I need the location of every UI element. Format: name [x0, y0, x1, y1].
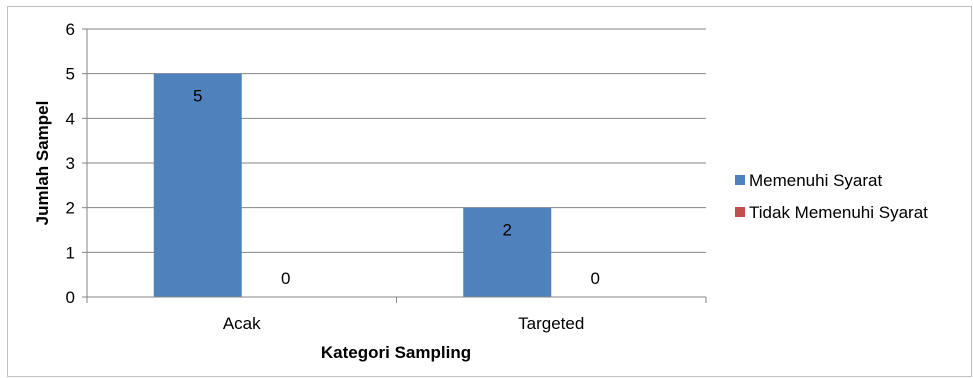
- y-tick-label: 6: [66, 20, 75, 39]
- y-tick-label: 3: [66, 154, 75, 173]
- y-tick-label: 0: [66, 288, 75, 307]
- y-tick-label: 2: [66, 199, 75, 218]
- x-tick-labels: Acak Targeted: [223, 314, 584, 333]
- y-axis-label: Jumlah Sampel: [33, 101, 52, 226]
- bars: [153, 73, 552, 298]
- x-tick-label: Acak: [223, 314, 261, 333]
- bar-memenuhi-1: [463, 207, 552, 297]
- x-tick-label: Targeted: [518, 314, 584, 333]
- data-label: 0: [281, 269, 290, 288]
- y-tick-labels: 0 1 2 3 4 5 6: [66, 20, 75, 307]
- data-label: 0: [591, 269, 600, 288]
- data-labels: 5 0 2 0: [193, 87, 600, 288]
- data-label: 5: [193, 87, 202, 106]
- legend-swatch: [735, 175, 745, 185]
- data-label: 2: [503, 221, 512, 240]
- axes: [82, 28, 707, 303]
- y-tick-label: 5: [66, 65, 75, 84]
- bar-memenuhi-0: [153, 73, 242, 298]
- y-tick-label: 4: [66, 109, 75, 128]
- legend-label: Memenuhi Syarat: [749, 171, 883, 190]
- legend: Memenuhi Syarat Tidak Memenuhi Syarat: [735, 171, 928, 222]
- legend-label: Tidak Memenuhi Syarat: [749, 203, 928, 222]
- y-tick-label: 1: [66, 243, 75, 262]
- legend-swatch: [735, 207, 745, 217]
- x-axis-label: Kategori Sampling: [321, 343, 471, 362]
